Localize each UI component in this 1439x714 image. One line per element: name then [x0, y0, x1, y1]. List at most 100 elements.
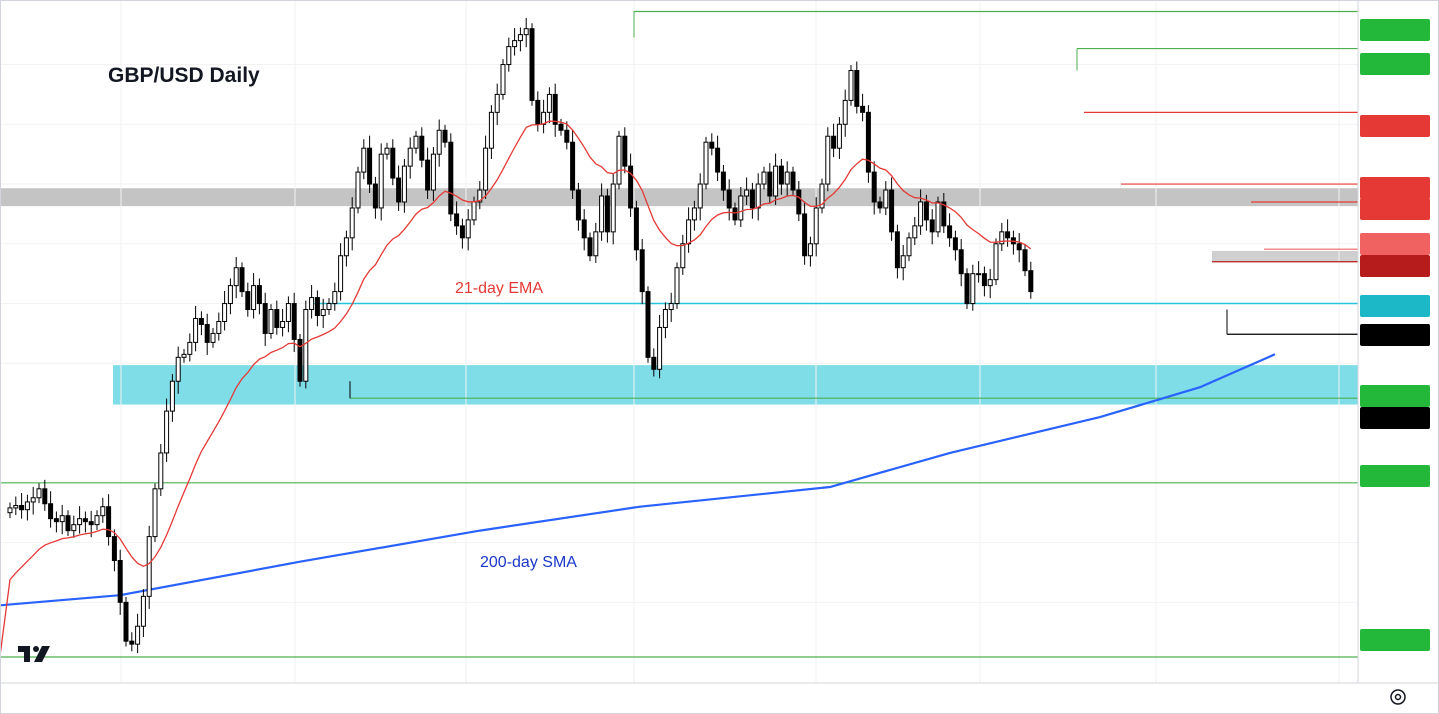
candle-body	[378, 153, 384, 209]
candle-body	[146, 536, 152, 597]
candle-body	[796, 189, 802, 215]
candle-body	[448, 141, 454, 215]
candle-body	[309, 297, 315, 311]
candle-body	[709, 141, 715, 149]
candle-body	[918, 201, 924, 227]
candle-body	[854, 70, 860, 107]
candle-body	[900, 255, 906, 269]
candle-body	[749, 189, 755, 209]
candle-body	[500, 64, 506, 95]
candle-body	[48, 503, 54, 520]
candle-body	[512, 40, 518, 48]
price-badge	[1360, 177, 1430, 199]
candle-body	[987, 279, 993, 287]
candle-body	[36, 488, 42, 499]
candle-body	[164, 410, 170, 454]
chart-title: GBP/USD Daily	[108, 64, 260, 87]
candle-body	[517, 34, 523, 42]
candle-body	[488, 111, 494, 149]
candle-body	[425, 159, 431, 191]
candle-body	[193, 317, 199, 343]
ema-line	[0, 120, 1032, 657]
candle-body	[923, 201, 929, 221]
candle-body	[575, 189, 581, 221]
candle-body	[657, 326, 663, 370]
candle-body	[419, 135, 425, 161]
candle-body	[941, 201, 947, 227]
candle-body	[755, 183, 761, 209]
candle-body	[454, 213, 460, 227]
candle-body	[407, 147, 413, 167]
price-badge	[1360, 115, 1430, 137]
candle-body	[326, 303, 332, 311]
candle-body	[628, 165, 634, 209]
candle-body	[720, 171, 726, 191]
candle-body	[343, 237, 349, 257]
candle-body	[465, 219, 471, 239]
candle-body	[291, 303, 297, 340]
candle-body	[848, 70, 854, 101]
zone-band	[1212, 250, 1358, 262]
candle-body	[570, 141, 576, 191]
candle-body	[645, 291, 651, 358]
candle-body	[558, 123, 564, 131]
ema-label: 21-day EMA	[455, 280, 543, 297]
price-badge	[1360, 198, 1430, 220]
candle-body	[24, 501, 30, 511]
candle-body	[778, 165, 784, 185]
candle-body	[42, 488, 48, 505]
candle-body	[697, 183, 703, 209]
candle-body	[790, 171, 796, 191]
candle-body	[807, 243, 813, 257]
tradingview-logo-icon[interactable]	[16, 642, 58, 666]
candle-body	[320, 309, 326, 317]
candle-body	[100, 506, 106, 517]
price-badge	[1360, 324, 1430, 346]
candle-body	[65, 515, 71, 532]
candle-body	[935, 201, 941, 233]
candle-body	[7, 507, 13, 514]
candle-body	[477, 189, 483, 203]
candle-body	[761, 171, 767, 185]
candle-body	[245, 291, 251, 311]
price-badge	[1360, 465, 1430, 487]
candle-body	[430, 153, 436, 191]
candles-layer	[7, 17, 1034, 654]
candle-body	[494, 93, 500, 113]
candle-body	[726, 189, 732, 209]
candle-body	[744, 189, 750, 197]
candle-body	[53, 518, 59, 523]
candle-body	[169, 380, 175, 412]
candle-body	[274, 309, 280, 328]
gear-icon[interactable]	[1390, 689, 1406, 705]
candle-body	[865, 111, 871, 173]
candle-body	[459, 225, 465, 239]
candle-body	[523, 28, 529, 36]
candle-body	[77, 518, 83, 526]
candle-body	[686, 219, 692, 245]
candle-body	[251, 285, 257, 311]
candle-body	[140, 595, 146, 627]
candle-body	[355, 171, 361, 209]
price-badge	[1360, 53, 1430, 75]
candle-body	[674, 267, 680, 305]
candle-body	[30, 497, 36, 503]
zone-band	[0, 188, 1358, 207]
candle-body	[285, 303, 291, 322]
candle-body	[842, 99, 848, 125]
candle-body	[181, 353, 187, 358]
candle-body	[239, 267, 245, 293]
candle-body	[929, 219, 935, 233]
candle-body	[715, 147, 721, 173]
candle-body	[506, 46, 512, 66]
candle-body	[947, 225, 953, 239]
candle-body	[280, 320, 286, 328]
candle-body	[836, 123, 842, 149]
candle-body	[680, 243, 686, 269]
candle-body	[216, 320, 222, 334]
candle-body	[784, 171, 790, 185]
candle-body	[262, 303, 268, 334]
candle-body	[1028, 270, 1034, 293]
candle-body	[529, 28, 535, 101]
